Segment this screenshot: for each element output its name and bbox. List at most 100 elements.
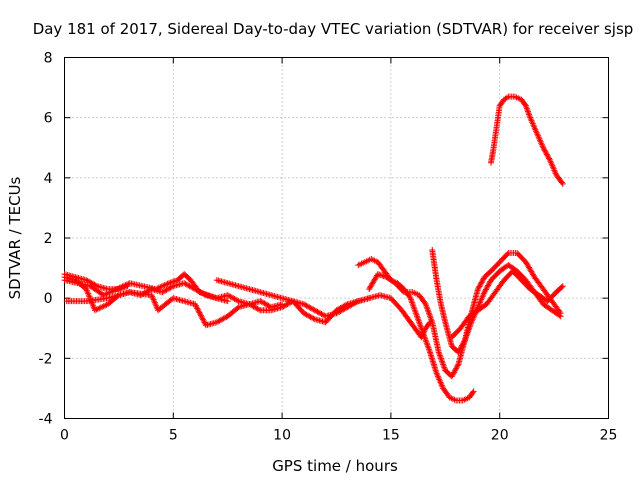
data-point xyxy=(119,283,126,290)
data-point xyxy=(449,372,456,379)
data-point xyxy=(155,284,162,291)
data-point xyxy=(201,291,208,298)
data-point xyxy=(480,276,487,283)
data-point xyxy=(116,284,123,291)
data-point xyxy=(482,286,489,293)
data-point xyxy=(200,318,207,325)
data-point xyxy=(310,315,317,322)
data-point xyxy=(100,303,107,310)
data-point xyxy=(451,368,458,375)
data-point xyxy=(224,298,231,305)
data-point xyxy=(461,338,468,345)
data-point xyxy=(485,281,492,288)
data-point xyxy=(194,306,201,313)
data-point xyxy=(469,389,476,396)
data-point xyxy=(201,319,208,326)
data-point xyxy=(197,311,204,318)
data-point xyxy=(376,271,383,278)
y-tick-label: 0 xyxy=(44,291,53,307)
data-point xyxy=(558,179,565,186)
data-point xyxy=(541,147,548,154)
data-point xyxy=(474,286,481,293)
data-point xyxy=(453,364,460,371)
data-point xyxy=(164,280,171,287)
data-point xyxy=(451,369,458,376)
data-point xyxy=(540,144,547,151)
data-point xyxy=(198,313,205,320)
data-point xyxy=(120,282,127,289)
data-point xyxy=(382,273,389,280)
data-point xyxy=(476,283,483,290)
data-point xyxy=(421,299,428,306)
data-point xyxy=(109,288,116,295)
y-tick-label: -4 xyxy=(39,412,53,428)
data-point xyxy=(112,286,119,293)
data-point xyxy=(193,303,200,310)
data-point xyxy=(484,283,491,290)
data-points xyxy=(61,93,566,404)
data-point xyxy=(192,302,199,309)
data-point xyxy=(167,279,174,286)
data-point xyxy=(543,150,550,157)
x-tick-label: 15 xyxy=(382,428,400,444)
data-point xyxy=(448,373,455,380)
y-tick-label: 6 xyxy=(44,111,53,127)
data-point xyxy=(457,345,464,352)
data-point xyxy=(456,346,463,353)
data-point xyxy=(123,281,130,288)
data-point xyxy=(115,285,122,292)
data-point xyxy=(110,287,117,294)
data-point xyxy=(160,282,167,289)
series-arc-5 xyxy=(213,277,434,341)
data-point xyxy=(559,283,566,290)
data-point xyxy=(102,302,109,309)
data-point xyxy=(194,305,201,312)
y-tick-label: 8 xyxy=(44,51,53,67)
data-point xyxy=(459,341,466,348)
x-axis-title: GPS time / hours xyxy=(272,457,398,475)
data-point xyxy=(504,251,511,258)
data-point xyxy=(197,312,204,319)
data-point xyxy=(377,272,384,279)
data-point xyxy=(453,365,460,372)
data-point xyxy=(374,271,381,278)
data-point xyxy=(106,289,113,296)
data-point xyxy=(234,305,241,312)
data-point xyxy=(482,287,489,294)
data-point xyxy=(353,298,360,305)
data-point xyxy=(380,273,387,280)
data-point xyxy=(450,370,457,377)
data-point xyxy=(478,279,485,286)
data-point xyxy=(122,282,129,289)
data-point xyxy=(556,312,563,319)
data-point xyxy=(485,282,492,289)
data-point xyxy=(161,282,168,289)
data-point xyxy=(91,307,98,314)
data-point xyxy=(99,303,106,310)
data-point xyxy=(544,152,551,159)
data-point xyxy=(158,283,165,290)
data-point xyxy=(107,288,114,295)
ticks: 0 5 10 15 20 25 -4 -2 0 2 4 6 8 xyxy=(39,51,618,444)
data-point xyxy=(113,286,120,293)
x-tick-label: 25 xyxy=(600,428,618,444)
data-point xyxy=(546,155,553,162)
data-point xyxy=(195,308,202,315)
data-point xyxy=(470,388,477,395)
series-arc-7 xyxy=(366,250,564,380)
data-point xyxy=(165,280,172,287)
data-point xyxy=(545,154,552,161)
data-point xyxy=(97,304,104,311)
data-point xyxy=(481,289,488,296)
x-tick-label: 10 xyxy=(273,428,291,444)
data-point xyxy=(379,272,386,279)
y-axis-title: SDTVAR / TECUs xyxy=(6,176,24,299)
data-point xyxy=(234,297,241,304)
data-point xyxy=(399,288,406,295)
data-point xyxy=(157,284,164,291)
data-point xyxy=(456,347,463,354)
y-tick-label: 4 xyxy=(44,171,53,187)
data-point xyxy=(540,146,547,153)
data-point xyxy=(477,280,484,287)
